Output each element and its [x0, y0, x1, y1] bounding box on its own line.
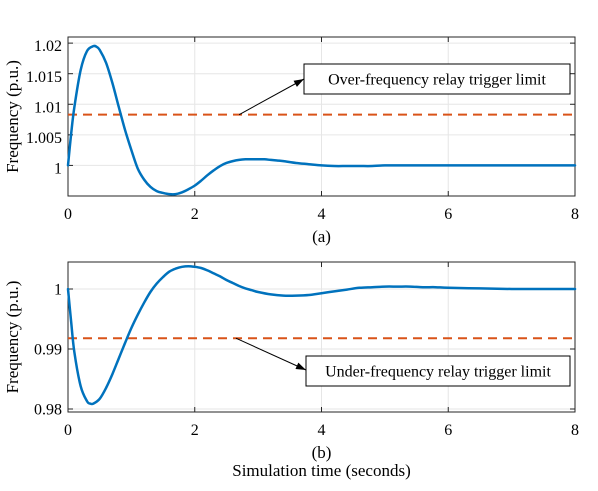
annotation-arrow-b [235, 337, 307, 371]
annotation-arrow-a [238, 78, 305, 116]
y-tick-label-b-0: 0.98 [34, 402, 62, 419]
chart-b: 0 2 4 6 8 0.98 0.99 1 Frequency (p.u.) (… [3, 261, 579, 480]
grid-a [67, 37, 576, 196]
panel-label-a: (a) [312, 227, 331, 246]
chart-a: 0 2 4 6 8 1 1.005 1.01 1.015 1.02 Freque… [3, 36, 579, 246]
x-tick-label-b-4: 8 [571, 422, 579, 439]
x-axis-label-b: Simulation time (seconds) [232, 461, 410, 480]
annotation-arrowhead-b [295, 362, 306, 370]
y-axis-label-a: Frequency (p.u.) [3, 60, 22, 173]
series-line-a [66, 44, 577, 196]
series-line-b [66, 264, 577, 406]
x-tick-label-a-4: 8 [571, 206, 579, 223]
y-tick-label-a-3: 1.015 [26, 69, 62, 86]
x-tick-label-b-2: 4 [318, 422, 326, 439]
y-tick-label-b-2: 1 [54, 282, 62, 299]
y-tick-label-a-1: 1.005 [26, 130, 62, 147]
annotation-text-a: Over-frequency relay trigger limit [328, 72, 546, 89]
x-tick-label-a-2: 4 [318, 206, 326, 223]
y-axis-label-b: Frequency (p.u.) [3, 281, 22, 394]
annotation-box-b [305, 355, 571, 387]
x-tick-label-b-3: 6 [444, 422, 452, 439]
annotation-box-a [303, 63, 571, 95]
y-tick-label-a-2: 1.01 [34, 99, 62, 116]
annotation-arrowhead-a [293, 79, 304, 87]
grid-b [67, 262, 576, 412]
y-tick-label-b-1: 0.99 [34, 342, 62, 359]
y-tick-label-a-0: 1 [54, 161, 62, 178]
x-tick-label-a-3: 6 [444, 206, 452, 223]
x-tick-label-b-0: 0 [64, 422, 72, 439]
y-tick-label-a-4: 1.02 [34, 38, 62, 55]
x-tick-label-a-0: 0 [64, 206, 72, 223]
panel-label-b: (b) [312, 443, 332, 462]
annotation-text-b: Under-frequency relay trigger limit [325, 364, 551, 381]
x-tick-label-b-1: 2 [191, 422, 199, 439]
x-tick-label-a-1: 2 [191, 206, 199, 223]
